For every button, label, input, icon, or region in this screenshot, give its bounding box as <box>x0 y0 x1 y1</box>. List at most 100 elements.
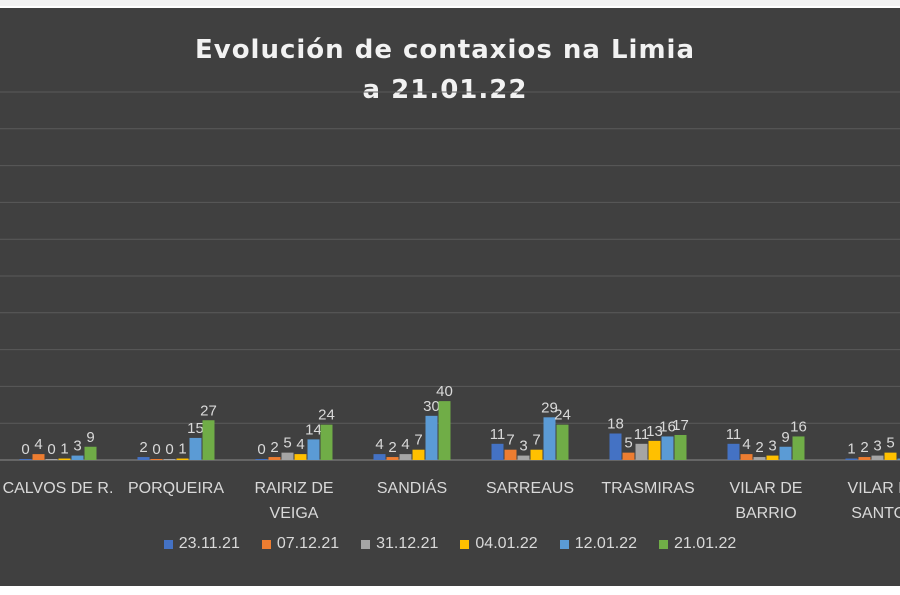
bar <box>176 458 189 460</box>
data-label: 2 <box>270 439 278 456</box>
chart-area <box>0 8 900 586</box>
legend-label: 21.01.22 <box>673 535 737 552</box>
legend-swatch <box>261 539 271 549</box>
bar <box>792 436 805 460</box>
data-label: 2 <box>860 439 868 456</box>
data-label: 4 <box>742 436 750 453</box>
data-label: 11 <box>726 426 742 443</box>
data-label: 5 <box>624 435 632 452</box>
data-label: 17 <box>672 417 689 434</box>
bar <box>412 449 425 460</box>
legend-swatch <box>658 539 668 549</box>
bar <box>32 454 45 460</box>
bar <box>871 455 884 460</box>
data-label: 7 <box>532 432 540 449</box>
bar <box>399 454 412 460</box>
legend-swatch <box>361 539 371 549</box>
bar <box>674 434 687 460</box>
bar <box>45 459 58 460</box>
data-label: 16 <box>790 418 807 435</box>
x-tick-label: CALVOS DE R. <box>3 480 114 497</box>
bar <box>320 424 333 460</box>
data-label: 9 <box>86 429 94 446</box>
legend-label: 23.11.21 <box>178 535 240 552</box>
data-label: 16 <box>659 418 676 435</box>
legend-swatch <box>559 539 569 549</box>
data-label: 2 <box>755 439 763 456</box>
bar <box>727 443 740 460</box>
data-label: 4 <box>375 436 383 453</box>
data-label: 2 <box>139 439 147 456</box>
legend-label: 07.12.21 <box>276 535 340 552</box>
bar <box>753 457 766 460</box>
data-label: 0 <box>21 441 29 458</box>
bar <box>58 458 71 460</box>
data-label: 5 <box>886 435 894 452</box>
legend-label: 04.01.22 <box>475 535 538 552</box>
bar <box>189 437 202 460</box>
x-tick-label: BARRIO <box>735 505 796 522</box>
bar <box>386 457 399 460</box>
data-label: 4 <box>296 436 304 453</box>
bar <box>202 420 215 460</box>
x-tick-label: RAIRIZ DE <box>254 480 333 497</box>
bar <box>438 401 451 460</box>
bar <box>137 457 150 460</box>
bar <box>281 452 294 460</box>
data-label: 1 <box>178 441 186 458</box>
bar <box>517 455 530 460</box>
x-tick-label: SANDIÁS <box>377 478 447 497</box>
data-label: 3 <box>73 438 81 455</box>
bar <box>71 455 84 460</box>
bar <box>897 458 900 460</box>
legend-item: 21.01.22 <box>658 535 737 553</box>
x-tick-label: VILAR DE <box>730 480 803 497</box>
bar <box>648 440 661 460</box>
legend-item: 07.12.21 <box>261 535 340 553</box>
x-tick-label: VILAR DE <box>848 480 900 497</box>
bar <box>556 424 569 460</box>
data-label: 40 <box>436 383 453 400</box>
bar <box>19 459 32 460</box>
data-label: 11 <box>634 426 650 443</box>
legend-label: 12.01.22 <box>574 535 637 552</box>
data-label: 0 <box>257 441 265 458</box>
bar <box>163 459 176 460</box>
bar <box>150 459 163 460</box>
bar <box>255 459 268 460</box>
bar <box>268 457 281 460</box>
data-label: 3 <box>873 438 881 455</box>
bar <box>373 454 386 460</box>
data-label: 0 <box>165 441 173 458</box>
legend-swatch <box>460 539 470 549</box>
legend-item: 12.01.22 <box>559 535 637 553</box>
x-tick-label: SARREAUS <box>486 480 574 497</box>
data-label: 9 <box>781 429 789 446</box>
data-label: 2 <box>388 439 396 456</box>
bar <box>884 452 897 460</box>
bar <box>622 452 635 460</box>
chart-title: Evolución de contaxios na Limia a 21.01.… <box>0 30 890 110</box>
bar <box>504 449 517 460</box>
data-label: 27 <box>200 402 217 419</box>
legend-item: 04.01.22 <box>460 535 538 553</box>
data-label: 24 <box>318 407 335 424</box>
legend-label: 31.12.21 <box>376 535 439 552</box>
legend-swatch <box>163 539 173 549</box>
data-label: 11 <box>490 426 506 443</box>
bar <box>740 454 753 460</box>
bar <box>609 433 622 460</box>
bar <box>307 439 320 460</box>
data-label: 7 <box>506 432 514 449</box>
data-label: 29 <box>541 399 558 416</box>
legend-item: 31.12.21 <box>361 535 438 553</box>
top-border <box>0 0 900 6</box>
bar <box>543 417 556 460</box>
data-label: 13 <box>646 423 663 440</box>
data-label: 14 <box>305 421 322 438</box>
bar <box>84 446 97 460</box>
data-label: 18 <box>607 416 624 433</box>
data-label: 5 <box>283 435 291 452</box>
data-label: 1 <box>60 441 68 458</box>
